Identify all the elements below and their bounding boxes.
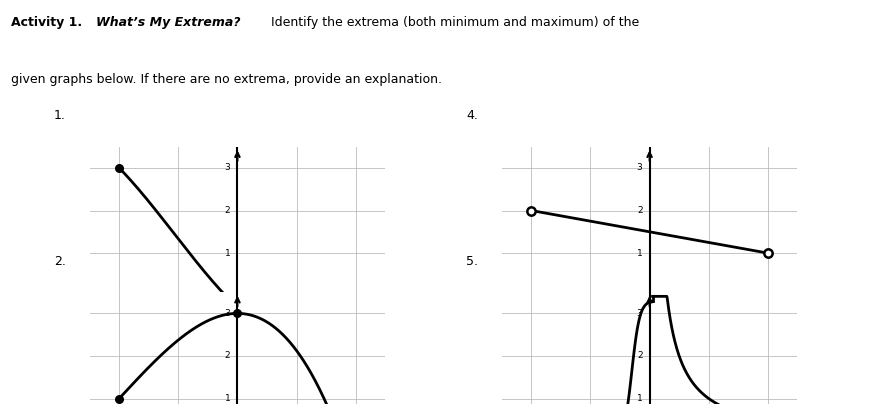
Text: −1: −1 (584, 301, 597, 310)
Text: 3: 3 (225, 164, 230, 173)
Text: 2.: 2. (54, 255, 65, 267)
Text: 3: 3 (637, 164, 642, 173)
Text: 2: 2 (765, 301, 771, 310)
Text: 1: 1 (637, 394, 642, 403)
Text: −1: −1 (217, 334, 230, 343)
Text: 3: 3 (225, 309, 230, 318)
Text: 1: 1 (225, 248, 230, 258)
Text: 3: 3 (637, 309, 642, 318)
Text: −1: −1 (172, 301, 185, 310)
Text: 1: 1 (225, 394, 230, 403)
Text: 4.: 4. (466, 109, 478, 122)
Text: 2: 2 (225, 351, 230, 360)
Text: 1: 1 (706, 301, 711, 310)
Text: 2: 2 (353, 301, 358, 310)
Text: 5.: 5. (466, 255, 478, 267)
Text: 1.: 1. (54, 109, 65, 122)
Text: 2: 2 (637, 351, 642, 360)
Text: −2: −2 (525, 301, 538, 310)
Text: 2: 2 (225, 206, 230, 215)
Text: −2: −2 (113, 301, 125, 310)
Text: given graphs below. If there are no extrema, provide an explanation.: given graphs below. If there are no extr… (11, 73, 442, 86)
Text: −1: −1 (629, 334, 642, 343)
Text: 1: 1 (637, 248, 642, 258)
Text: Identify the extrema (both minimum and maximum) of the: Identify the extrema (both minimum and m… (267, 16, 639, 29)
Text: Activity 1.: Activity 1. (11, 16, 86, 29)
Text: What’s My Extrema?: What’s My Extrema? (96, 16, 240, 29)
Text: 1: 1 (294, 301, 299, 310)
Text: 2: 2 (637, 206, 642, 215)
